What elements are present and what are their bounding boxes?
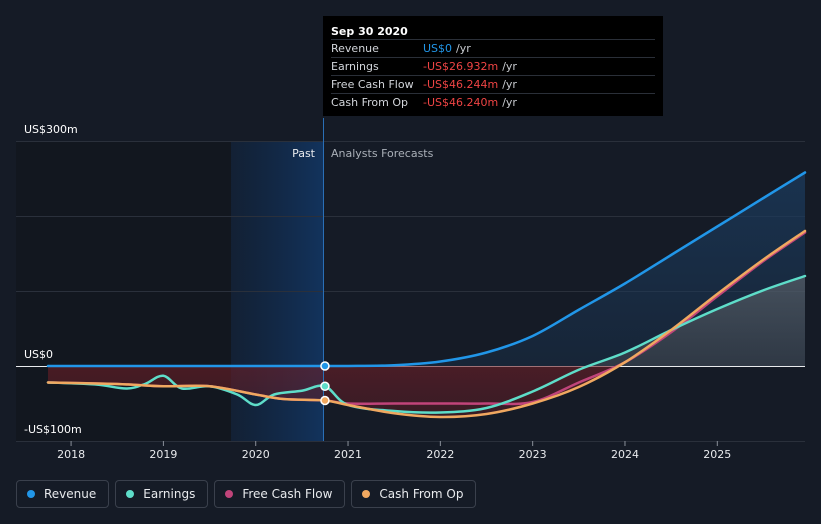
tooltip-unit: /yr bbox=[502, 78, 517, 91]
x-tick-label: 2021 bbox=[334, 448, 362, 461]
area-fills bbox=[48, 172, 805, 418]
tooltip-value: -US$26.932m bbox=[423, 60, 499, 73]
hover-markers bbox=[320, 361, 330, 406]
tooltip-row-earnings: Earnings -US$26.932m /yr bbox=[331, 57, 655, 75]
cash-from-op-line bbox=[46, 229, 807, 419]
tooltip-row-free-cash-flow: Free Cash Flow -US$46.244m /yr bbox=[331, 75, 655, 93]
legend-item-revenue[interactable]: Revenue bbox=[16, 480, 110, 508]
tooltip-date: Sep 30 2020 bbox=[331, 25, 408, 38]
free-cash-flow-dot-icon bbox=[225, 490, 234, 498]
x-tick-label: 2023 bbox=[519, 448, 547, 461]
earnings-area-fill bbox=[48, 276, 805, 366]
legend-label: Earnings bbox=[143, 487, 196, 501]
chart-area: Past Analysts Forecasts US$300m US$0 -US… bbox=[16, 118, 807, 461]
cash-from-op-dot-icon bbox=[362, 490, 371, 498]
tooltip-value: US$0 bbox=[423, 42, 453, 55]
past-label: Past bbox=[292, 147, 316, 160]
legend-item-cash-from-op[interactable]: Cash From Op bbox=[351, 480, 477, 508]
tooltip-unit: /yr bbox=[502, 96, 517, 109]
x-tick-label: 2020 bbox=[242, 448, 270, 461]
tooltip-value: -US$46.240m bbox=[423, 96, 499, 109]
y-label-zero: US$0 bbox=[24, 348, 53, 361]
legend-label: Cash From Op bbox=[379, 487, 464, 501]
x-tick-label: 2019 bbox=[149, 448, 177, 461]
tooltip-label: Earnings bbox=[331, 60, 379, 73]
y-label-bottom: -US$100m bbox=[24, 423, 82, 436]
legend-label: Revenue bbox=[44, 487, 97, 501]
tooltip-label: Revenue bbox=[331, 42, 379, 55]
legend-label: Free Cash Flow bbox=[242, 487, 333, 501]
cash-from-op-marker bbox=[320, 395, 330, 406]
forecast-label: Analysts Forecasts bbox=[331, 147, 434, 160]
y-label-top: US$300m bbox=[24, 123, 78, 136]
x-tick-label: 2025 bbox=[703, 448, 731, 461]
x-axis-ticks: 2018 2019 2020 2021 2022 2023 2024 2025 bbox=[57, 441, 731, 461]
tooltip-row-cash-from-op: Cash From Op -US$46.240m /yr bbox=[331, 93, 655, 111]
tooltip-label: Free Cash Flow bbox=[331, 78, 414, 91]
earnings-marker bbox=[320, 381, 330, 391]
tooltip-value: -US$46.244m bbox=[423, 78, 499, 91]
revenue-area-fill bbox=[48, 172, 805, 367]
tooltip: Sep 30 2020 Revenue US$0 /yr Earnings -U… bbox=[323, 16, 663, 116]
x-tick-label: 2022 bbox=[426, 448, 454, 461]
legend-item-free-cash-flow[interactable]: Free Cash Flow bbox=[214, 480, 346, 508]
negative-area-fill bbox=[48, 366, 805, 418]
legend: Revenue Earnings Free Cash Flow Cash Fro… bbox=[16, 480, 477, 510]
tooltip-unit: /yr bbox=[502, 60, 517, 73]
revenue-marker bbox=[320, 361, 330, 371]
series-lines bbox=[46, 171, 807, 419]
revenue-dot-icon bbox=[27, 490, 35, 498]
legend-item-earnings[interactable]: Earnings bbox=[115, 480, 209, 508]
x-tick-label: 2024 bbox=[611, 448, 639, 461]
x-tick-label: 2018 bbox=[57, 448, 85, 461]
earnings-dot-icon bbox=[126, 490, 135, 498]
tooltip-unit: /yr bbox=[456, 42, 471, 55]
tooltip-row-revenue: Revenue US$0 /yr bbox=[331, 39, 655, 57]
tooltip-label: Cash From Op bbox=[331, 96, 409, 109]
revenue-line bbox=[46, 171, 807, 368]
